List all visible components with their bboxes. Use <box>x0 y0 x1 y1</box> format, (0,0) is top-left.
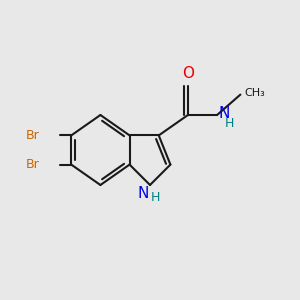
Text: CH₃: CH₃ <box>244 88 265 98</box>
Text: N: N <box>137 187 148 202</box>
Text: Br: Br <box>26 158 39 171</box>
Text: Br: Br <box>26 129 39 142</box>
Text: O: O <box>182 66 194 81</box>
Text: N: N <box>218 106 230 121</box>
Text: H: H <box>225 117 234 130</box>
Text: H: H <box>151 191 160 204</box>
